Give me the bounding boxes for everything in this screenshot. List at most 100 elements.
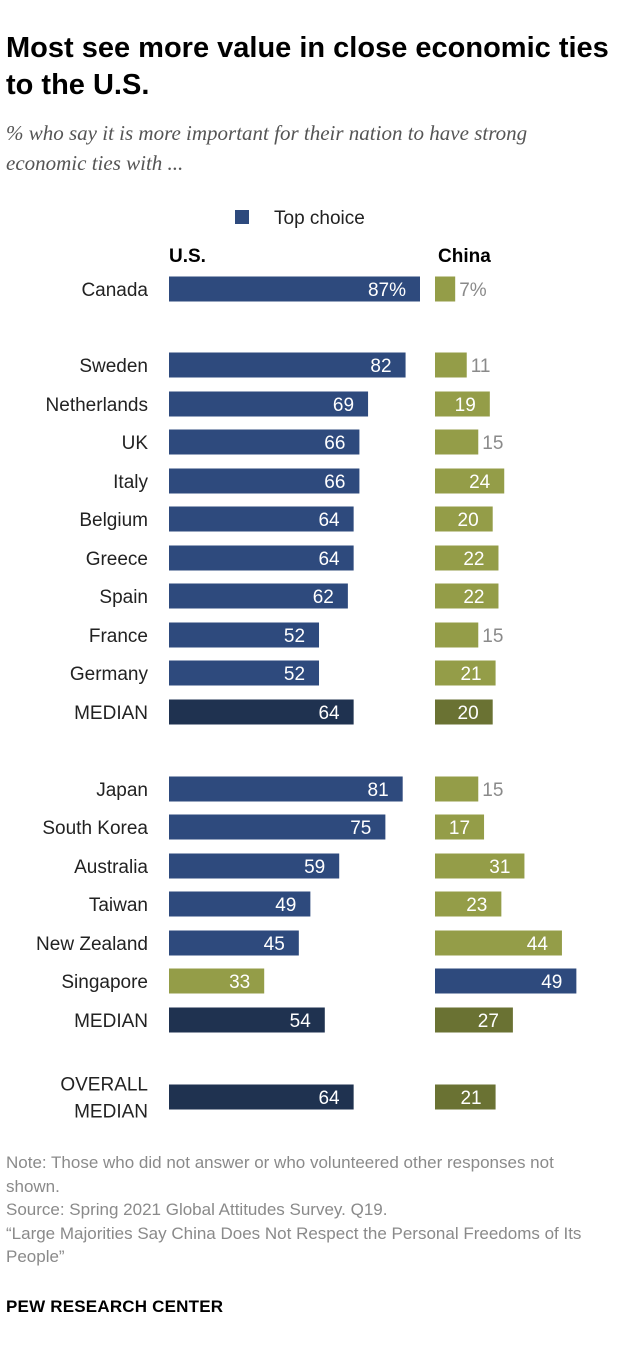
bar-us-singapore: [169, 968, 265, 994]
bar-us-italy: [169, 468, 360, 494]
value-label-us-overall-median-3: 64: [318, 1088, 340, 1109]
value-label-china-median-1: 20: [458, 703, 479, 724]
category-label-germany: Germany: [70, 664, 149, 685]
source-text: Source: Spring 2021 Global Attitudes Sur…: [6, 1200, 388, 1219]
value-label-us-greece: 64: [318, 549, 340, 570]
value-label-us-france: 52: [284, 626, 305, 647]
category-label-singapore: Singapore: [61, 972, 148, 993]
bar-us-australia: [169, 853, 340, 879]
bar-us-overall-median-3: [169, 1084, 354, 1110]
category-label-overall-median-3: OVERALL: [60, 1075, 148, 1096]
column-header-china: China: [438, 246, 491, 267]
bar-us-greece: [169, 545, 354, 571]
bar-china-median-2: [435, 1007, 513, 1033]
category-label-netherlands: Netherlands: [46, 395, 148, 416]
bar-us-uk: [169, 429, 360, 455]
category-label-south-korea: South Korea: [42, 818, 148, 839]
bar-us-belgium: [169, 506, 354, 532]
bar-us-sweden: [169, 352, 406, 378]
bar-china-overall-median-3: [435, 1084, 496, 1110]
category-label-taiwan: Taiwan: [89, 895, 148, 916]
category-label-belgium: Belgium: [79, 510, 148, 531]
category-label-median-1: MEDIAN: [74, 703, 148, 724]
category-label-uk: UK: [122, 433, 149, 454]
bar-china-canada: [435, 276, 456, 302]
bar-us-median-1: [169, 699, 354, 725]
value-label-us-japan: 81: [368, 780, 389, 801]
bar-us-canada: [169, 276, 420, 302]
bar-china-new-zealand: [435, 930, 562, 956]
column-header-us: U.S.: [169, 246, 206, 267]
value-label-china-taiwan: 23: [466, 895, 487, 916]
value-label-china-france: 15: [482, 626, 503, 647]
legend-label: Top choice: [274, 208, 365, 229]
value-label-us-belgium: 64: [318, 510, 340, 531]
bar-us-new-zealand: [169, 930, 299, 956]
bar-us-france: [169, 622, 320, 648]
bar-china-italy: [435, 468, 505, 494]
category-label-spain: Spain: [99, 587, 148, 608]
value-label-china-sweden: 11: [471, 356, 491, 377]
bar-china-south-korea: [435, 814, 485, 840]
bar-china-netherlands: [435, 391, 490, 417]
category-label-greece: Greece: [86, 549, 148, 570]
value-label-china-belgium: 20: [458, 510, 479, 531]
bar-china-taiwan: [435, 891, 502, 917]
bar-us-spain: [169, 583, 348, 609]
value-label-us-canada: 87%: [368, 280, 406, 301]
bar-chart: Top choice U.S. China Canada 87% 7% Sweden 82 11…: [36, 208, 577, 1123]
bar-china-singapore: [435, 968, 577, 994]
bar-china-sweden: [435, 352, 467, 378]
value-label-china-new-zealand: 44: [527, 934, 549, 955]
value-label-us-netherlands: 69: [333, 395, 354, 416]
bar-china-spain: [435, 583, 499, 609]
note-text: Note: Those who did not answer or who vo…: [6, 1153, 554, 1196]
bar-china-france: [435, 622, 479, 648]
value-label-us-germany: 52: [284, 664, 305, 685]
value-label-china-japan: 15: [482, 780, 503, 801]
value-label-us-new-zealand: 45: [264, 934, 285, 955]
category-label-australia: Australia: [74, 857, 148, 878]
bar-us-germany: [169, 660, 320, 686]
category-label-italy: Italy: [113, 472, 148, 493]
bar-china-median-1: [435, 699, 493, 725]
value-label-us-median-2: 54: [290, 1011, 312, 1032]
value-label-china-uk: 15: [482, 433, 503, 454]
category-label-france: France: [89, 626, 148, 647]
bar-china-germany: [435, 660, 496, 686]
value-label-us-south-korea: 75: [350, 818, 371, 839]
legend-swatch: [235, 210, 249, 224]
chart-footer: Note: Those who did not answer or who vo…: [6, 1151, 611, 1269]
category-label-median-2: MEDIAN: [74, 1011, 148, 1032]
value-label-china-netherlands: 19: [455, 395, 476, 416]
report-title-text: “Large Majorities Say China Does Not Res…: [6, 1223, 582, 1267]
bar-china-australia: [435, 853, 525, 879]
bar-us-netherlands: [169, 391, 369, 417]
value-label-us-taiwan: 49: [275, 895, 296, 916]
value-label-us-median-1: 64: [318, 703, 340, 724]
value-label-us-spain: 62: [313, 587, 334, 608]
value-label-us-italy: 66: [324, 472, 345, 493]
brand-logo-text: PEW RESEARCH CENTER: [6, 1297, 224, 1316]
bar-us-median-2: [169, 1007, 325, 1033]
value-label-china-spain: 22: [463, 587, 484, 608]
value-label-china-germany: 21: [460, 664, 481, 685]
value-label-china-greece: 22: [463, 549, 484, 570]
value-label-us-sweden: 82: [370, 356, 391, 377]
chart-title: Most see more value in close economic ti…: [6, 32, 609, 101]
bar-us-south-korea: [169, 814, 386, 840]
value-label-china-australia: 31: [489, 857, 510, 878]
bar-china-belgium: [435, 506, 493, 532]
value-label-china-median-2: 27: [478, 1011, 499, 1032]
category-label-overall-median-3: MEDIAN: [74, 1102, 148, 1123]
bar-china-greece: [435, 545, 499, 571]
value-label-us-singapore: 33: [229, 972, 250, 993]
value-label-china-south-korea: 17: [449, 818, 470, 839]
value-label-china-canada: 7%: [459, 280, 487, 301]
bar-china-uk: [435, 429, 479, 455]
value-label-china-italy: 24: [469, 472, 491, 493]
bar-us-japan: [169, 776, 403, 802]
value-label-us-australia: 59: [304, 857, 325, 878]
category-label-japan: Japan: [96, 780, 148, 801]
category-label-canada: Canada: [81, 280, 148, 301]
